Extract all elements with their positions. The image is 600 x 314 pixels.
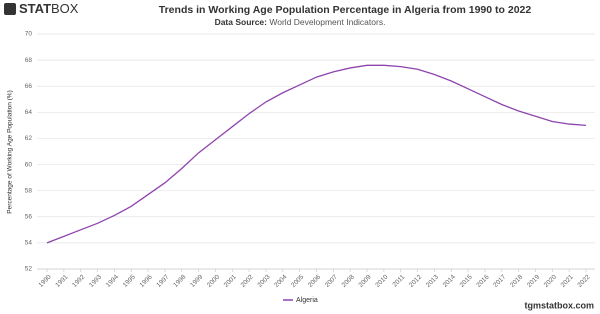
y-tick-label: 56: [25, 213, 33, 220]
x-tick-label: 2005: [290, 273, 305, 288]
x-tick-label: 1992: [71, 273, 86, 288]
logo-right: BOX: [51, 1, 79, 16]
x-tick-label: 2001: [223, 273, 238, 288]
logo: STATBOX: [19, 1, 79, 16]
footer: tgmstatbox.com: [524, 300, 594, 310]
y-tick-label: 58: [25, 187, 33, 194]
x-tick-label: 1996: [139, 273, 154, 288]
x-tick-label: 2012: [408, 273, 423, 288]
x-tick-label: 2020: [543, 273, 558, 288]
x-tick-label: 2017: [492, 273, 507, 288]
y-tick-label: 52: [25, 266, 33, 273]
x-tick-label: 1994: [105, 273, 120, 288]
x-tick-label: 1993: [88, 273, 103, 288]
y-tick-label: 62: [25, 135, 33, 142]
x-tick-label: 2014: [442, 273, 457, 288]
logo-left: STAT: [19, 1, 51, 16]
x-tick-label: 2010: [374, 273, 389, 288]
y-tick-label: 66: [25, 83, 33, 90]
y-tick-label: 70: [25, 31, 33, 38]
legend-label: Algeria: [296, 297, 318, 304]
x-tick-label: 2007: [324, 273, 339, 288]
y-axis-label: Percentage of Working Age Population (%): [7, 90, 14, 213]
x-tick-label: 2002: [240, 273, 255, 288]
y-tick-label: 60: [25, 161, 33, 168]
x-tick-label: 2019: [526, 273, 541, 288]
x-tick-label: 2015: [459, 273, 474, 288]
x-tick-label: 2004: [273, 273, 288, 288]
x-tick-label: 1995: [122, 273, 137, 288]
x-tick-label: 2011: [392, 273, 407, 288]
x-tick-label: 1997: [155, 273, 170, 288]
x-tick-label: 2018: [509, 273, 524, 288]
x-tick-label: 2000: [206, 273, 221, 288]
x-tick-label: 2021: [560, 273, 575, 288]
subtitle-label: Data Source:: [215, 17, 268, 27]
y-tick-label: 68: [25, 57, 33, 64]
x-tick-label: 2009: [357, 273, 372, 288]
data-line: [46, 64, 587, 244]
x-tick-label: 2022: [576, 273, 591, 288]
x-tick-label: 1999: [189, 273, 204, 288]
x-tick-label: 2016: [475, 273, 490, 288]
logo-icon: [4, 3, 16, 15]
x-tick-label: 1990: [37, 273, 52, 288]
x-tick-label: 2008: [341, 273, 356, 288]
x-tick-label: 2013: [425, 273, 440, 288]
y-tick-label: 64: [25, 109, 33, 116]
x-tick-label: 1998: [172, 273, 187, 288]
x-tick-label: 2003: [256, 273, 271, 288]
chart-title: Trends in Working Age Population Percent…: [159, 4, 532, 16]
y-tick-label: 54: [25, 240, 33, 247]
x-tick-label: 1991: [54, 273, 69, 288]
chart-subtitle: Data Source: World Development Indicator…: [215, 17, 386, 27]
subtitle-text: World Development Indicators.: [269, 17, 385, 27]
x-tick-label: 2006: [307, 273, 322, 288]
